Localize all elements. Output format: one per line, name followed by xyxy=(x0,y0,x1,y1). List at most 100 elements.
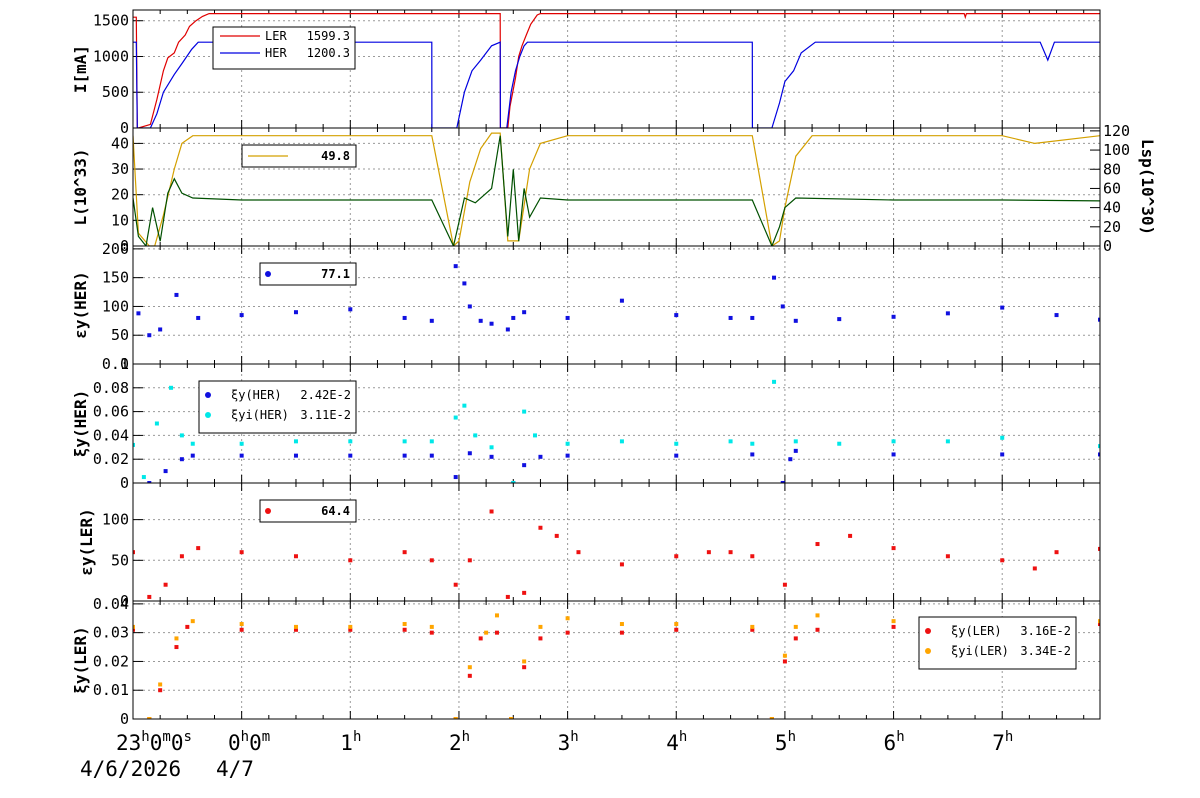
data-point xyxy=(196,546,201,551)
data-point xyxy=(462,403,467,408)
legend-label: LER xyxy=(265,29,287,43)
series-line-ler xyxy=(133,13,1100,128)
data-point xyxy=(239,622,244,627)
data-point xyxy=(190,619,195,624)
data-point xyxy=(239,441,244,446)
hour-label: 6h xyxy=(884,729,905,755)
data-point xyxy=(169,385,174,390)
data-point xyxy=(453,582,458,587)
data-point xyxy=(674,441,679,446)
data-point xyxy=(1098,452,1100,457)
data-point xyxy=(511,481,516,483)
y-tick-label: 0.06 xyxy=(93,403,129,421)
y-tick-label: 0 xyxy=(120,592,129,610)
y-tick-label: 0.08 xyxy=(93,379,129,397)
series-group xyxy=(133,613,1100,719)
data-point xyxy=(565,453,570,458)
data-point xyxy=(772,275,777,280)
data-point xyxy=(478,318,483,323)
data-point xyxy=(467,451,472,456)
data-point xyxy=(293,310,298,315)
data-point xyxy=(174,636,179,641)
data-point xyxy=(462,281,467,286)
data-point xyxy=(174,292,179,297)
y-right-tick-label: 60 xyxy=(1103,179,1121,197)
y-tick-label: 0 xyxy=(120,474,129,492)
y-tick-label: 0 xyxy=(120,710,129,728)
legend-label: ξy(HER) xyxy=(231,388,282,402)
legend-value: 1599.3 xyxy=(307,29,350,43)
y-axis-label: L(10^33) xyxy=(71,148,90,225)
data-point xyxy=(429,318,434,323)
data-point xyxy=(133,442,135,447)
data-point xyxy=(538,636,543,641)
data-point xyxy=(239,313,244,318)
data-point xyxy=(489,321,494,326)
data-point xyxy=(133,550,135,555)
legend-value: 3.34E-2 xyxy=(1020,644,1071,658)
data-point xyxy=(554,533,559,538)
y-tick-label: 0.04 xyxy=(93,426,129,444)
data-point xyxy=(788,457,793,462)
legend-value: 3.11E-2 xyxy=(300,408,351,422)
data-point xyxy=(402,453,407,458)
data-point xyxy=(348,627,353,632)
legend-box xyxy=(259,499,357,523)
y-axis-label: εy(LER) xyxy=(77,508,96,575)
data-point xyxy=(522,590,527,595)
y-axis-label: ξy(LER) xyxy=(71,626,90,693)
data-point xyxy=(1054,313,1059,318)
data-point xyxy=(565,616,570,621)
data-point xyxy=(190,441,195,446)
series-line-her xyxy=(133,41,1100,128)
data-point xyxy=(674,453,679,458)
legend-marker xyxy=(265,271,271,277)
y-axis-label: I[mA] xyxy=(71,45,90,93)
data-point xyxy=(750,554,755,559)
data-point xyxy=(402,439,407,444)
data-point xyxy=(348,558,353,563)
data-point xyxy=(293,439,298,444)
data-point xyxy=(576,550,581,555)
panel-frame xyxy=(132,600,1101,720)
y-tick-label: 0 xyxy=(120,237,129,255)
y-tick-label: 100 xyxy=(102,297,129,315)
data-point xyxy=(533,433,538,438)
y-axis-label: ξy(HER) xyxy=(71,390,90,457)
data-point xyxy=(505,327,510,332)
hour-label: 5h xyxy=(775,729,796,755)
data-point xyxy=(728,550,733,555)
data-point xyxy=(348,307,353,312)
y-tick-label: 0.03 xyxy=(93,624,129,642)
y-tick-label: 0 xyxy=(120,119,129,137)
y-right-axis-label: Lsp(10^30) xyxy=(1138,139,1157,235)
data-point xyxy=(293,627,298,632)
series-group xyxy=(133,132,1100,246)
data-point xyxy=(154,421,159,426)
y-right-tick-label: 40 xyxy=(1103,199,1121,217)
legend-label: ξy(LER) xyxy=(951,624,1002,638)
series-group xyxy=(133,13,1100,128)
data-point xyxy=(837,317,842,322)
data-point xyxy=(484,630,489,635)
legend-marker xyxy=(925,628,931,634)
data-point xyxy=(891,439,896,444)
data-point xyxy=(402,315,407,320)
data-point xyxy=(815,542,820,547)
legend-box xyxy=(198,380,357,434)
data-point xyxy=(793,439,798,444)
panel-emittance_ler: 0 50 100 εy(LER) 64.4 xyxy=(77,482,1101,610)
data-point xyxy=(467,304,472,309)
data-point xyxy=(147,333,152,338)
data-point xyxy=(522,665,527,670)
data-point xyxy=(1000,305,1005,310)
data-point xyxy=(750,441,755,446)
data-point xyxy=(619,439,624,444)
legend-value: 64.4 xyxy=(321,504,350,518)
data-point xyxy=(750,627,755,632)
time-midnight-label: 0h0m xyxy=(228,729,270,755)
data-point xyxy=(1000,558,1005,563)
data-point xyxy=(837,441,842,446)
hour-label: 7h xyxy=(992,729,1013,755)
